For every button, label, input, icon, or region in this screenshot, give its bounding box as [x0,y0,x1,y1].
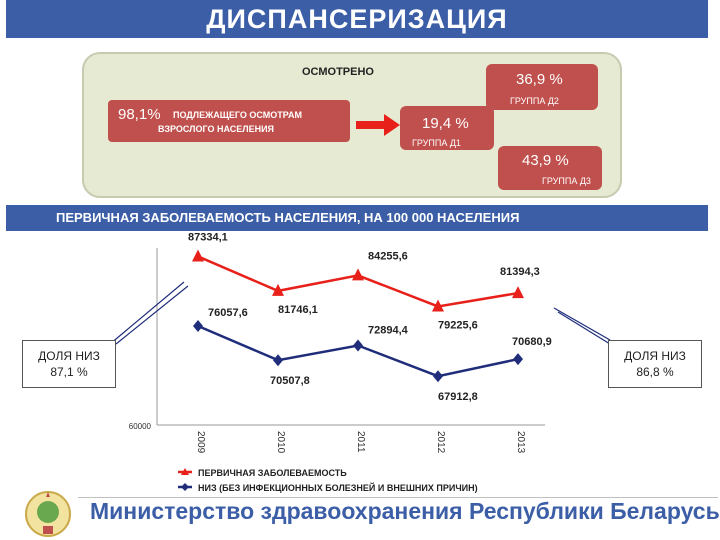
group-d2-label: ГРУППА Д2 [510,96,559,106]
legend-label: НИЗ (БЕЗ ИНФЕКЦИОННЫХ БОЛЕЗНЕЙ И ВНЕШНИХ… [198,482,478,493]
x-tick-label: 2011 [355,431,366,453]
point-marker [513,353,523,366]
point-marker [192,249,204,262]
group-d1-value: 19,4 % [422,115,469,132]
data-label: 70680,9 [512,336,552,348]
data-label: 84255,6 [368,250,408,262]
x-tick-label: 2010 [275,431,286,454]
data-label: 79225,6 [438,319,478,331]
share-left-label: ДОЛЯ НИЗ [38,349,100,363]
data-label: 70507,8 [270,375,310,387]
x-tick-label: 2009 [195,431,206,454]
data-label: 67912,8 [438,391,478,403]
legend-marker [181,468,189,475]
share-left-box: ДОЛЯ НИЗ 87,1 % [22,340,116,388]
examined-box: 98,1% ПОДЛЕЖАЩЕГО ОСМОТРАМ ВЗРОСЛОГО НАС… [108,100,350,142]
legend-label: ПЕРВИЧНАЯ ЗАБОЛЕВАЕМОСТЬ [198,468,347,478]
footer-divider [78,497,718,498]
belarus-emblem-icon [25,491,71,537]
section-title: ПЕРВИЧНАЯ ЗАБОЛЕВАЕМОСТЬ НАСЕЛЕНИЯ, НА 1… [6,205,708,231]
share-left-value: 87,1 % [50,365,88,379]
data-label: 81394,3 [500,266,540,278]
series-line-1 [197,255,519,308]
examined-desc-line2: ВЗРОСЛОГО НАСЕЛЕНИЯ [158,124,275,134]
x-tick-label: 2013 [515,431,526,454]
point-marker [353,339,363,352]
examined-desc-line1: ПОДЛЕЖАЩЕГО ОСМОТРАМ [173,110,302,120]
group-d3-box: 43,9 % ГРУППА Д3 [498,146,602,190]
point-marker [512,286,524,299]
connector-line [557,311,611,345]
data-label: 72894,4 [368,324,409,336]
x-tick-label: 2012 [435,431,446,454]
point-marker [352,268,364,281]
data-label: 81746,1 [278,304,318,316]
group-d1-label: ГРУППА Д1 [412,138,461,148]
page-title: ДИСПАНСЕРИЗАЦИЯ [6,0,708,38]
group-d3-value: 43,9 % [522,152,569,169]
ministry-name: Министерство здравоохранения Республики … [90,498,720,524]
point-marker [433,370,443,383]
group-d3-label: ГРУППА Д3 [542,176,591,186]
connector-line [115,285,189,345]
y-tick-label: 60000 [129,422,152,431]
examined-percent: 98,1% [118,106,161,123]
share-right-label: ДОЛЯ НИЗ [624,349,686,363]
point-marker [273,354,283,367]
point-marker [193,319,203,332]
data-label: 87334,1 [188,232,228,243]
group-d2-value: 36,9 % [516,71,563,88]
right-arrow-icon [356,114,400,136]
connector-line [553,307,611,341]
share-right-box: ДОЛЯ НИЗ 86,8 % [608,340,702,388]
examined-label: ОСМОТРЕНО [302,66,374,78]
legend-marker [181,483,189,491]
connector-line [109,281,185,345]
point-marker [272,283,284,296]
incidence-line-chart: 60000 2009 2010 2011 2012 2013 87334,1 81746,1 8… [109,232,611,493]
point-marker [432,299,444,312]
group-d1-box: 19,4 % ГРУППА Д1 [400,106,494,150]
share-right-value: 86,8 % [636,365,674,379]
group-d2-box: 36,9 % ГРУППА Д2 [486,64,598,110]
data-label: 76057,6 [208,307,248,319]
